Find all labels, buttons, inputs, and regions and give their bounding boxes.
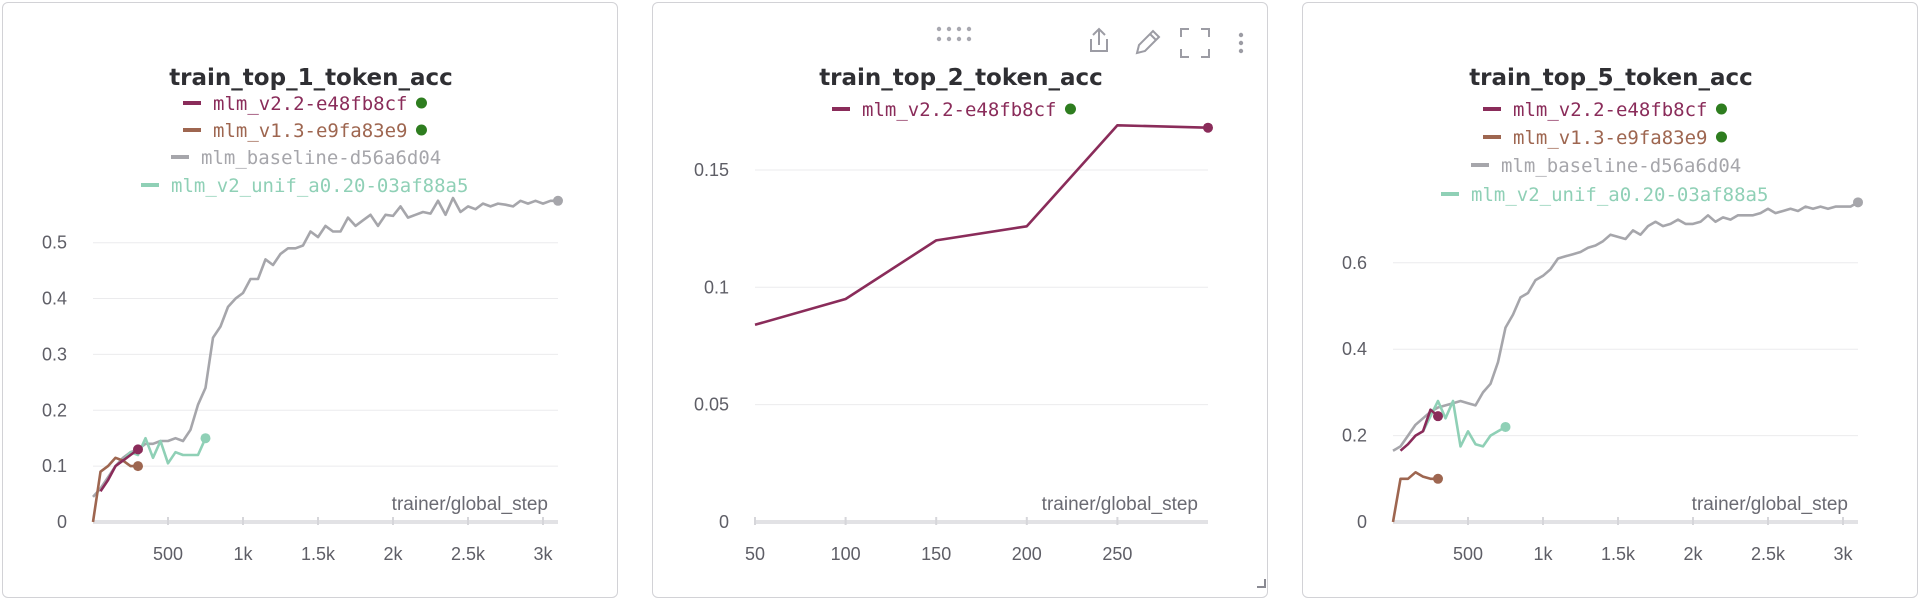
more-vert-icon[interactable]: [1238, 32, 1244, 54]
edit-icon[interactable]: [1135, 29, 1161, 55]
y-tick-label: 0.6: [1342, 253, 1367, 273]
x-tick-label: 200: [1012, 544, 1042, 564]
x-axis-label: trainer/global_step: [1042, 494, 1198, 515]
x-tick-label: 2.5k: [451, 544, 486, 564]
series-end-marker: [200, 433, 211, 444]
y-tick-label: 0.5: [42, 233, 67, 253]
chart-svg-top-1: 0 0.1 0.2 0.3 0.4 0.5 500 1k 1.5k 2k 2.5k 3k trainer…: [42, 65, 563, 564]
legend-entry: mlm_v1.3-e9fa83e9: [213, 120, 407, 142]
x-tick-label: 1.5k: [1601, 544, 1636, 564]
y-tick-label: 0.4: [1342, 339, 1367, 359]
legend-entry: mlm_baseline-d56a6d04: [201, 147, 441, 169]
legend-entry: mlm_baseline-d56a6d04: [1501, 155, 1741, 177]
series-line: [1421, 399, 1507, 448]
chart-panel-top-1: 0 0.1 0.2 0.3 0.4 0.5 500 1k 1.5k 2k 2.5k 3k trainer…: [2, 2, 618, 598]
x-tick-label: 500: [153, 544, 183, 564]
y-tick-label: 0.1: [704, 277, 729, 297]
y-tick-label: 0.15: [694, 160, 729, 180]
x-tick-label: 150: [921, 544, 951, 564]
legend-entry: mlm_v2.2-e48fb8cf: [213, 93, 407, 115]
x-tick-label: 100: [831, 544, 861, 564]
legend-entry: mlm_v2.2-e48fb8cf: [862, 99, 1056, 121]
x-tick-label: 250: [1102, 544, 1132, 564]
share-icon[interactable]: [1090, 27, 1108, 52]
x-tick-label: 50: [745, 544, 765, 564]
x-tick-label: 1.5k: [301, 544, 336, 564]
x-axis-label: trainer/global_step: [392, 494, 548, 515]
series-line: [754, 124, 1209, 327]
series-line: [99, 448, 139, 493]
series-end-marker: [1853, 197, 1863, 208]
y-tick-label: 0.05: [694, 395, 729, 415]
series-line: [1391, 470, 1438, 523]
x-tick-label: 1k: [233, 544, 253, 564]
x-tick-label: 500: [1453, 544, 1483, 564]
series-line: [1399, 408, 1439, 452]
y-tick-label: 0.2: [42, 400, 67, 420]
series-end-marker: [133, 444, 143, 455]
resize-handle-icon[interactable]: [1257, 579, 1266, 588]
series-end-marker: [1203, 122, 1213, 133]
y-tick-label: 0.3: [42, 344, 67, 364]
x-tick-label: 2k: [383, 544, 403, 564]
y-tick-label: 0.4: [42, 289, 67, 309]
series-end-marker: [1433, 411, 1443, 422]
drag-handle-icon[interactable]: [936, 26, 972, 42]
x-tick-label: 3k: [1833, 544, 1853, 564]
legend-entry: mlm_v2_unif_a0.20-03af88a5: [1471, 184, 1768, 206]
series-end-marker: [553, 195, 563, 206]
legend-entry: mlm_v2.2-e48fb8cf: [1513, 99, 1707, 121]
series-line: [91, 456, 138, 523]
series-line: [92, 196, 558, 498]
run-status-dot: [1715, 103, 1727, 115]
series-line: [122, 436, 207, 465]
run-status-dot: [415, 124, 427, 136]
fullscreen-icon[interactable]: [1180, 28, 1210, 58]
y-tick-label: 0: [1357, 512, 1367, 532]
chart-svg-top-5: 0 0.2 0.4 0.6 500 1k 1.5k 2k 2.5k 3k trainer/globa…: [1342, 65, 1863, 564]
chart-title: train_top_5_token_acc: [1469, 65, 1753, 91]
series-end-marker: [1500, 421, 1511, 432]
y-tick-label: 0.1: [42, 456, 67, 476]
run-status-dot: [1064, 103, 1076, 115]
chart-panel-top-5: 0 0.2 0.4 0.6 500 1k 1.5k 2k 2.5k 3k trainer/globa…: [1302, 2, 1918, 598]
chart-panel-top-2: 0 0.05 0.1 0.15 50 100 150 200 250 trainer/global…: [652, 2, 1268, 598]
x-tick-label: 1k: [1533, 544, 1553, 564]
series-end-marker: [133, 461, 143, 472]
x-tick-label: 3k: [533, 544, 553, 564]
series-end-marker: [1433, 473, 1443, 484]
legend-entry: mlm_v2_unif_a0.20-03af88a5: [171, 175, 468, 197]
series-line: [1392, 201, 1859, 452]
x-axis-label: trainer/global_step: [1692, 494, 1848, 515]
run-status-dot: [415, 97, 427, 109]
x-tick-label: 2.5k: [1751, 544, 1786, 564]
x-tick-label: 2k: [1683, 544, 1703, 564]
run-status-dot: [1715, 131, 1727, 143]
chart-svg-top-2: 0 0.05 0.1 0.15 50 100 150 200 250 trainer/global…: [694, 26, 1266, 588]
legend-entry: mlm_v1.3-e9fa83e9: [1513, 127, 1707, 149]
panel-toolbar: [936, 26, 1266, 588]
y-tick-label: 0: [57, 512, 67, 532]
y-tick-label: 0.2: [1342, 426, 1367, 446]
chart-title: train_top_2_token_acc: [819, 65, 1103, 91]
y-tick-label: 0: [719, 512, 729, 532]
chart-title: train_top_1_token_acc: [169, 65, 453, 91]
